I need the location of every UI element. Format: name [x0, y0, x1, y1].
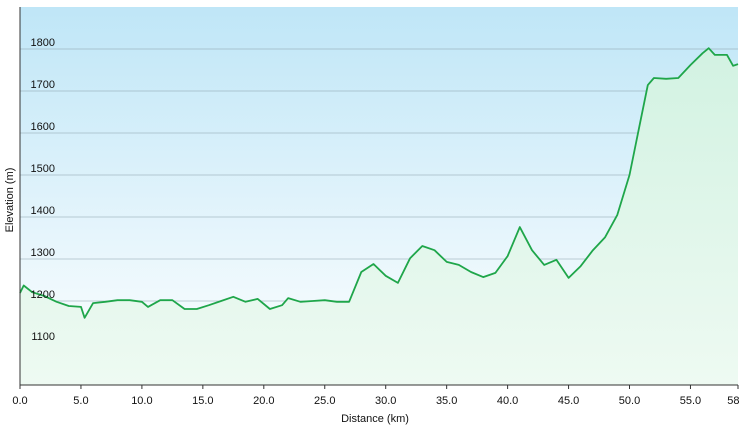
y-tick-label: 1300	[31, 247, 55, 259]
x-tick-label: 55.0	[680, 395, 701, 407]
x-tick-label: 20.0	[253, 395, 274, 407]
y-tick-label: 1800	[31, 37, 55, 49]
elevation-area	[20, 48, 738, 385]
x-axis-label: Distance (km)	[341, 413, 409, 425]
y-axis-label: Elevation (m)	[4, 168, 16, 233]
y-tick-label: 1200	[31, 289, 55, 301]
elevation-line	[19, 47, 739, 319]
y-tick-label: 1500	[31, 163, 55, 175]
x-tick-label: 45.0	[558, 395, 579, 407]
x-tick-label: 15.0	[192, 395, 213, 407]
x-tick-label: 40.0	[497, 395, 518, 407]
x-tick-label: 35.0	[436, 395, 457, 407]
x-tick-label: 25.0	[314, 395, 335, 407]
x-tick-label: 58.9	[727, 395, 740, 407]
y-tick-label: 1700	[31, 79, 55, 91]
x-tick-label: 30.0	[375, 395, 396, 407]
y-tick-label: 1400	[31, 205, 55, 217]
x-tick-label: 10.0	[131, 395, 152, 407]
y-tick-label: 1100	[31, 331, 55, 343]
x-tick-label: 5.0	[73, 395, 88, 407]
x-tick-label: 50.0	[619, 395, 640, 407]
x-tick-label: 0.0	[12, 395, 27, 407]
y-tick-label: 1600	[31, 121, 55, 133]
